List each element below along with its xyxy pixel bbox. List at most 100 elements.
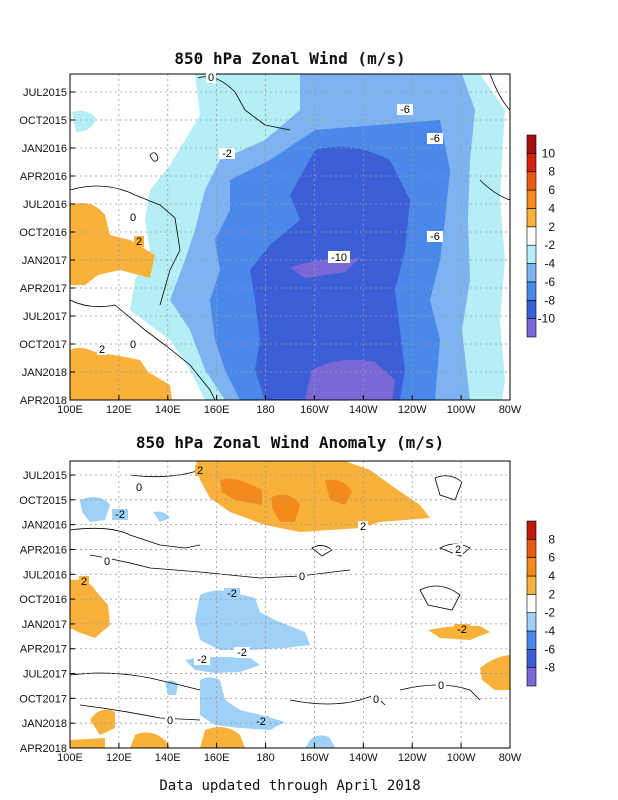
- x-tick-label: 140W: [349, 404, 378, 416]
- y-tick-label: OCT2015: [19, 495, 67, 507]
- x-tick-label: 160W: [300, 752, 329, 764]
- x-tick-label: 160W: [300, 404, 329, 416]
- x-tick-label: 180: [256, 752, 274, 764]
- contour-label: -2: [222, 148, 232, 160]
- contour-label: 2: [99, 344, 105, 356]
- contour-label: 0: [104, 556, 110, 568]
- contour-label: -2: [115, 509, 125, 521]
- y-tick-label: APR2016: [20, 171, 67, 183]
- x-tick-label: 120W: [398, 752, 427, 764]
- colorbar-swatch: [526, 281, 537, 301]
- y-tick-label: JUL2016: [23, 569, 67, 581]
- contour-label: -6: [430, 231, 440, 243]
- colorbar-label: -8: [544, 661, 555, 675]
- colorbar-swatch: [526, 575, 537, 595]
- colorbar-label: 8: [548, 165, 555, 179]
- colorbar-swatch: [526, 153, 537, 173]
- colorbar-swatch: [526, 134, 537, 154]
- chart-title-zonal-wind-anomaly: 850 hPa Zonal Wind Anomaly (m/s): [136, 433, 444, 452]
- colorbar-swatch: [526, 594, 537, 613]
- y-tick-label: APR2017: [20, 644, 67, 656]
- x-tick-label: 120W: [398, 404, 427, 416]
- x-tick-label: 160E: [204, 404, 230, 416]
- chart-title-zonal-wind: 850 hPa Zonal Wind (m/s): [174, 49, 405, 68]
- colorbar-swatch: [526, 318, 537, 338]
- colorbar-label: -2: [544, 238, 555, 252]
- contour-label: -2: [197, 654, 207, 666]
- colorbar-swatch: [526, 263, 537, 283]
- x-tick-label: 100W: [447, 404, 476, 416]
- contour-label: 0: [136, 482, 142, 494]
- zonal-wind-anomaly-x-axis: 100E 120E 140E 160E 180 160W 140W 120W 100W 80W: [57, 743, 522, 764]
- colorbar-swatch: [526, 189, 537, 209]
- contour-label: 2: [360, 521, 366, 533]
- zonal-wind-field: [70, 74, 510, 400]
- zonal-wind-anomaly-contour-labels: 2 0 -2 2 0 2 -2 0 -2 -2 -2 0 -2 0 0 2: [79, 465, 470, 728]
- y-tick-label: JAN2016: [22, 520, 67, 532]
- contour-label: -6: [430, 133, 440, 145]
- contour-label: -2: [457, 624, 467, 636]
- y-tick-label: JAN2018: [22, 367, 67, 379]
- colorbar-swatch: [526, 171, 537, 191]
- y-tick-label: APR2018: [20, 395, 67, 407]
- x-tick-label: 100E: [57, 752, 83, 764]
- colorbar-swatch: [526, 612, 537, 632]
- y-tick-label: JUL2015: [23, 470, 67, 482]
- x-tick-label: 140E: [155, 752, 181, 764]
- colorbar-label: -2: [544, 606, 555, 620]
- colorbar-label: 8: [548, 532, 555, 546]
- contour-label: -6: [400, 104, 410, 116]
- colorbar-label: -4: [544, 624, 555, 638]
- zonal-wind-colorbar: -10 -8 -6 -4 -2 2 4 6 8 10: [526, 134, 556, 338]
- contour-label: 0: [167, 715, 173, 727]
- contour-label: 0: [130, 339, 136, 351]
- zonal-wind-anomaly-field: [70, 461, 510, 748]
- zonal-wind-anomaly-frame: [69, 460, 511, 749]
- y-tick-label: JAN2017: [22, 255, 67, 267]
- colorbar-label: 4: [548, 201, 555, 215]
- colorbar-label: -6: [544, 642, 555, 656]
- colorbar-label: 10: [542, 146, 556, 160]
- colorbar-swatch: [526, 208, 537, 228]
- zonal-wind-frame: [69, 73, 511, 401]
- colorbar-label: 6: [548, 183, 555, 197]
- contour-label: -2: [256, 716, 266, 728]
- y-tick-label: JAN2017: [22, 619, 67, 631]
- zonal-wind-y-axis: JUL2015 OCT2015 JAN2016 APR2016 JUL2016 OCT20…: [19, 87, 75, 407]
- colorbar-label: -4: [544, 257, 555, 271]
- x-tick-label: 80W: [499, 752, 522, 764]
- y-tick-label: JUL2015: [23, 87, 67, 99]
- contour-label: 0: [208, 72, 214, 84]
- contour-label: -2: [227, 588, 237, 600]
- zonal-wind-anomaly-colorbar: -8 -6 -4 -2 2 4 6 8: [526, 520, 555, 687]
- zonal-wind-anomaly-y-axis: JUL2015 OCT2015 JAN2016 APR2016 JUL2016 OCT20…: [19, 470, 75, 755]
- colorbar-label: -6: [544, 275, 555, 289]
- contour-label: -2: [237, 647, 247, 659]
- x-tick-label: 120E: [106, 404, 132, 416]
- x-tick-label: 80W: [499, 404, 522, 416]
- colorbar-swatch: [526, 667, 537, 687]
- zonal-wind-contour-labels: 0 -2 -6 -6 0 2 -6 -10 2 0: [97, 72, 443, 356]
- colorbar-label: 2: [548, 587, 555, 601]
- contour-label: 2: [136, 236, 142, 248]
- y-tick-label: APR2017: [20, 283, 67, 295]
- colorbar-swatch: [526, 539, 537, 558]
- zonal-wind-x-axis: 100E 120E 140E 160E 180 160W 140W 120W 100W 80W: [57, 395, 522, 416]
- colorbar-swatch: [526, 520, 537, 540]
- contour-label: 2: [455, 544, 461, 556]
- y-tick-label: JUL2016: [23, 199, 67, 211]
- y-tick-label: OCT2016: [19, 227, 67, 239]
- y-tick-label: APR2018: [20, 743, 67, 755]
- contour-label: 2: [81, 576, 87, 588]
- y-tick-label: JUL2017: [23, 669, 67, 681]
- colorbar-swatch: [526, 649, 537, 668]
- contour-label: 2: [197, 465, 203, 477]
- x-tick-label: 120E: [106, 752, 132, 764]
- colorbar-label: -10: [538, 312, 556, 326]
- x-tick-label: 100W: [447, 752, 476, 764]
- colorbar-label: 2: [548, 220, 555, 234]
- colorbar-swatch: [526, 630, 537, 650]
- contour-label: 0: [299, 571, 305, 583]
- x-tick-label: 180: [256, 404, 274, 416]
